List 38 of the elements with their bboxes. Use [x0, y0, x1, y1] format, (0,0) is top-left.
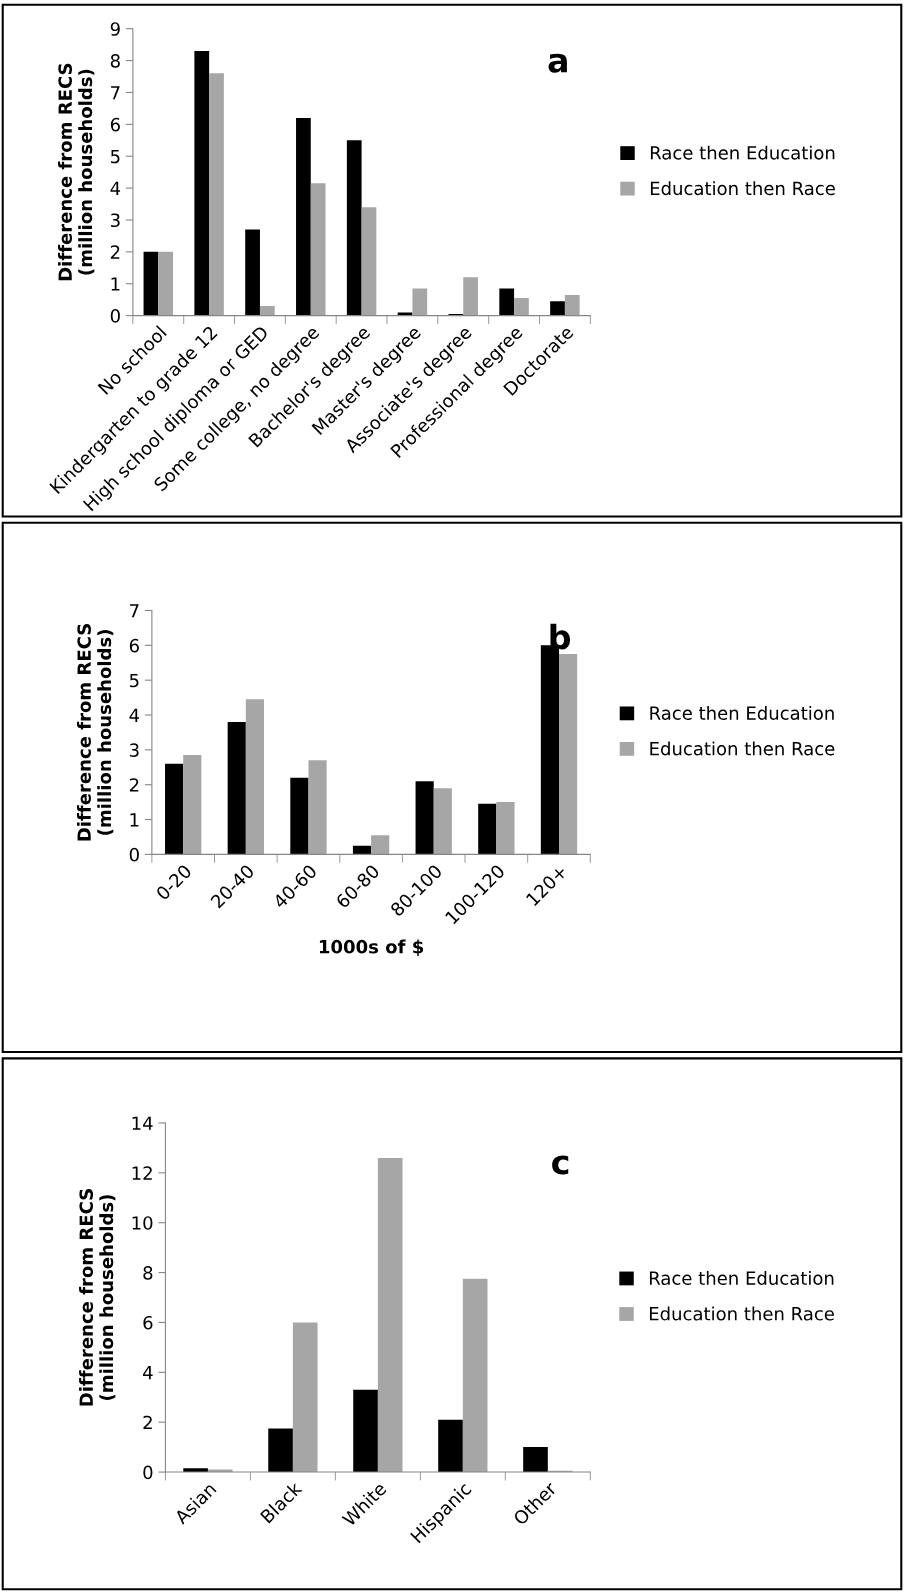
y-tick-label: 1	[111, 277, 120, 291]
y-tick-label: 4	[129, 708, 140, 722]
y-tick-label: 8	[143, 1266, 153, 1280]
y-axis-title: Difference from RECS (million households)	[77, 624, 114, 841]
y-tick-label: 10	[132, 1216, 153, 1230]
y-tick-label: 12	[132, 1166, 152, 1180]
legend-label: Race then Education	[649, 1271, 834, 1285]
y-tick-label: 5	[129, 673, 139, 688]
legend-label: Education then Race	[649, 1306, 834, 1321]
y-tick-label: 5	[110, 149, 120, 164]
y-tick-label: 7	[130, 604, 139, 618]
y-tick-label: 6	[110, 117, 120, 132]
y-tick-label: 4	[110, 181, 121, 195]
legend-label: Education then Race	[650, 741, 835, 756]
y-tick-label: 6	[143, 1315, 153, 1330]
y-tick-label: 7	[111, 86, 120, 100]
y-tick-label: 9	[110, 22, 120, 36]
x-axis-title: 1000s of $	[319, 939, 424, 956]
y-tick-label: 14	[132, 1116, 153, 1130]
y-tick-label: 4	[143, 1366, 153, 1380]
y-tick-label: 1	[130, 813, 139, 827]
annotation: a	[548, 53, 567, 73]
y-tick-label: 0	[110, 309, 120, 323]
y-tick-label: 2	[110, 245, 120, 259]
legend-label: Race then Education	[650, 705, 834, 720]
y-axis-title: Difference from RECS (million households)	[58, 63, 95, 281]
legend-label: Education then Race	[650, 181, 835, 196]
y-tick-label: 8	[110, 54, 120, 68]
y-tick-label: 3	[129, 743, 139, 757]
y-axis-title: Difference from RECS (million households)	[79, 1189, 116, 1406]
y-tick-label: 0	[143, 1465, 153, 1480]
legend-label: Race then Education	[650, 145, 835, 160]
y-tick-label: 2	[129, 778, 139, 792]
y-tick-label: 3	[110, 213, 120, 228]
y-tick-label: 2	[143, 1415, 152, 1430]
y-tick-label: 6	[129, 638, 139, 653]
y-tick-label: 0	[129, 847, 139, 862]
annotation: c	[552, 1155, 569, 1175]
